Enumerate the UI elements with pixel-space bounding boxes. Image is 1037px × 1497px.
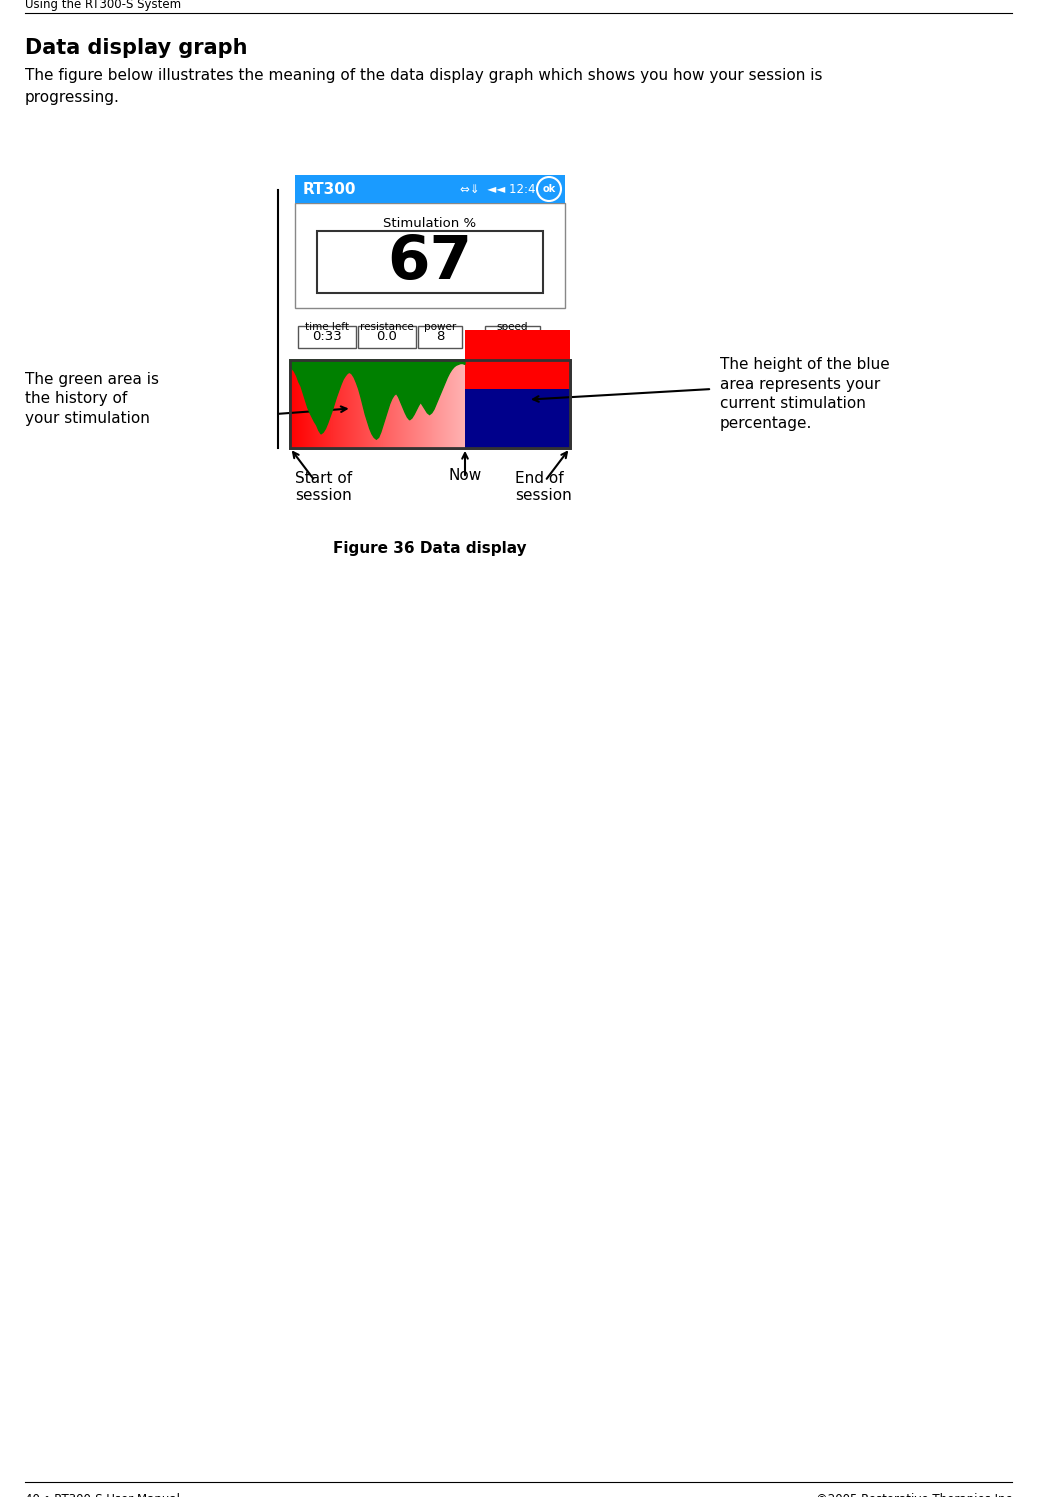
Circle shape [537,177,561,201]
Text: ©2005 Restorative Therapies Inc: ©2005 Restorative Therapies Inc [816,1493,1012,1497]
Text: The figure below illustrates the meaning of the data display graph which shows y: The figure below illustrates the meaning… [25,67,822,82]
Bar [298,326,356,347]
Text: 47: 47 [504,331,521,343]
Bar [465,329,570,389]
Bar [485,326,540,347]
Bar [290,359,570,448]
Text: The height of the blue
area represents your
current stimulation
percentage.: The height of the blue area represents y… [720,356,890,431]
Text: Now: Now [448,469,481,484]
Text: 0.0: 0.0 [376,331,397,343]
Text: resistance: resistance [360,322,414,332]
Text: Start of
session: Start of session [295,472,353,503]
Text: speed: speed [497,322,528,332]
Text: ⇔⇓  ◄◄ 12:44: ⇔⇓ ◄◄ 12:44 [460,183,543,196]
Bar [418,326,463,347]
Text: The green area is
the history of
your stimulation: The green area is the history of your st… [25,371,159,427]
Bar [465,389,570,448]
Text: 40 • RT300-S User Manual: 40 • RT300-S User Manual [25,1493,180,1497]
Bar [295,204,565,308]
Text: 67: 67 [388,232,473,292]
Text: 8: 8 [436,331,444,343]
Text: time left: time left [305,322,349,332]
Polygon shape [290,359,465,439]
Bar [317,231,543,293]
Bar [358,326,416,347]
Text: RT300: RT300 [303,181,357,196]
Text: Figure 36 Data display: Figure 36 Data display [333,540,527,555]
Text: Data display graph: Data display graph [25,37,248,58]
Text: Using the RT300-S System: Using the RT300-S System [25,0,181,10]
Text: ok: ok [542,184,556,195]
Text: progressing.: progressing. [25,90,120,105]
Text: Stimulation %: Stimulation % [384,217,477,231]
Text: power: power [424,322,456,332]
Text: 0:33: 0:33 [312,331,342,343]
Bar [295,175,565,204]
Text: End of
session: End of session [515,472,571,503]
Bar [290,359,570,448]
